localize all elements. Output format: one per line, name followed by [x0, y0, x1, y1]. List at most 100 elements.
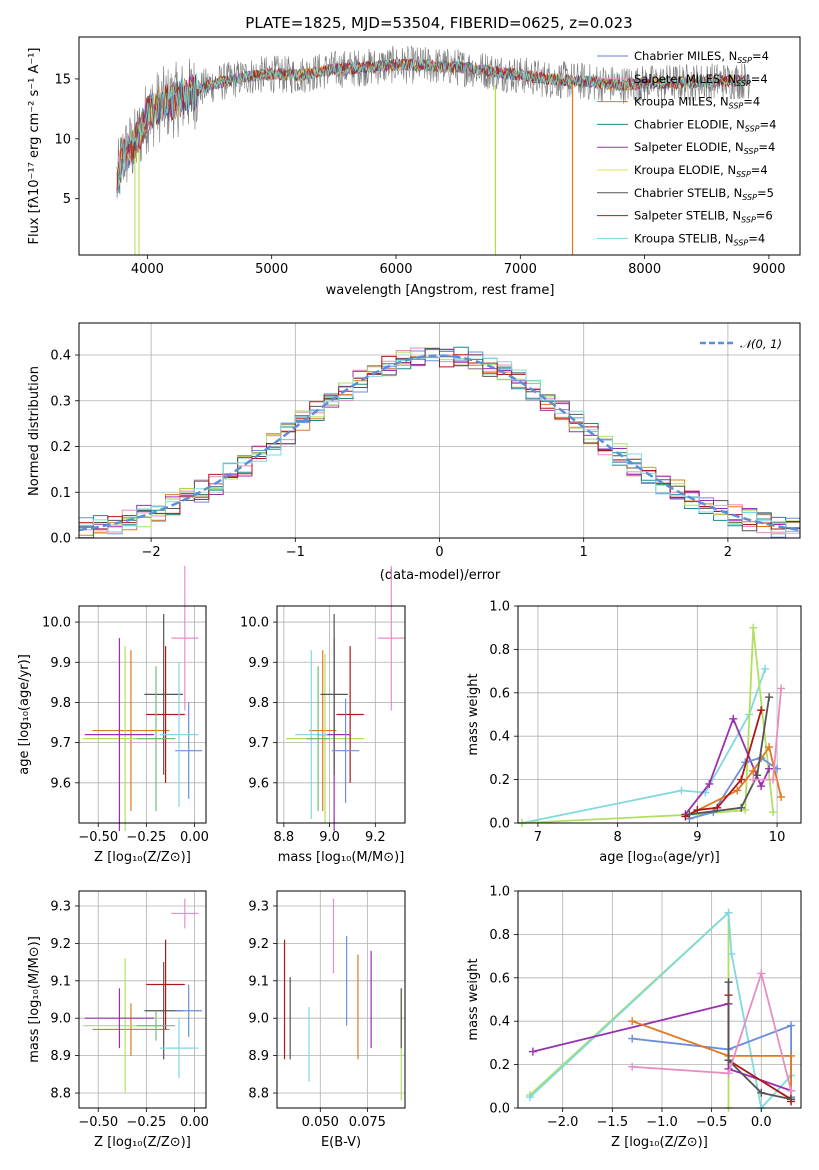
y-tick-label: 9.2 [248, 937, 269, 952]
observed-spectrum-line [116, 45, 751, 197]
x-axis-label: age [log₁₀(age/yr)] [599, 850, 720, 865]
histogram-legend: 𝒩(0, 1) [700, 337, 782, 351]
x-tick-label: 1 [580, 545, 588, 560]
histogram-ticks: −2 −1 0 1 2 0.0 0.1 0.2 0.3 0.4 [50, 349, 732, 560]
y-tick-label: 9.2 [50, 937, 71, 952]
histogram-step-line [79, 354, 800, 530]
weight-line [631, 1020, 792, 1100]
y-tick-label: 9.7 [50, 736, 71, 751]
y-tick-label: 9.9 [50, 656, 71, 671]
weight-vs-z-panel: −2.0 −1.5 −1.0 −0.5 0.0 0.0 0.2 0.4 0.6 0.8 1.0 Z [… [466, 885, 802, 1150]
x-tick-label: 0.075 [349, 1115, 386, 1130]
weight-vs-age-panel: 7 8 9 10 0.0 0.2 0.4 0.6 0.8 1.0 age [log₁₀(age/yr… [466, 600, 802, 865]
x-tick-label: 7 [534, 830, 542, 845]
z-vs-mass-panel: −0.50 −0.25 0.00 8.8 8.9 9.0 9.1 9.2 9.3 Z [log₁₀… [27, 890, 209, 1150]
panel-frame [276, 605, 406, 824]
model-spectrum-line [116, 58, 750, 191]
x-tick-label: −1 [286, 545, 305, 560]
y-tick-label: 0.1 [50, 486, 71, 501]
y-tick-label: 0.8 [489, 643, 510, 658]
y-tick-label: 0.0 [50, 532, 71, 547]
x-tick-label: −0.25 [126, 830, 166, 845]
y-tick-label: 8.9 [248, 1049, 269, 1064]
histogram-series [78, 346, 801, 539]
x-tick-label: −1.0 [646, 1115, 678, 1130]
legend-label: Salpeter MILES, NSSP=4 [634, 72, 768, 88]
x-tick-label: −0.5 [696, 1115, 728, 1130]
x-tick-label: −0.50 [78, 830, 118, 845]
x-tick-label: 9.0 [319, 830, 340, 845]
x-tick-label: 8000 [628, 262, 661, 277]
x-tick-label: 0.00 [180, 1115, 209, 1130]
x-tick-label: 8 [614, 830, 622, 845]
x-tick-label: 9000 [752, 262, 785, 277]
legend-label: Chabrier STELIB, NSSP=5 [634, 186, 774, 202]
x-axis-label: Z [log₁₀(Z/Z⊙)] [611, 1135, 708, 1150]
weight-line [632, 970, 792, 1091]
z-vs-age-panel: −0.50 −0.25 0.00 9.6 9.7 9.8 9.9 10.0 Z [log₁₀(Z… [17, 565, 209, 865]
x-axis-label: E(B-V) [321, 1135, 361, 1150]
x-tick-label: 9.2 [365, 830, 386, 845]
residual-histogram-panel: −2 −1 0 1 2 0.0 0.1 0.2 0.3 0.4 (data-model)/erro… [27, 322, 801, 583]
x-tick-label: −1.5 [597, 1115, 629, 1130]
y-tick-label: 9.7 [248, 736, 269, 751]
y-tick-label: 9.1 [50, 974, 71, 989]
legend-label: Kroupa MILES, NSSP=4 [634, 95, 760, 111]
x-tick-label: 2 [724, 545, 732, 560]
y-tick-label: 1.0 [489, 885, 510, 900]
y-tick-label: 9.1 [248, 974, 269, 989]
y-tick-label: 0.4 [489, 1015, 510, 1030]
weight-line [727, 982, 792, 1101]
spectrum-ylabel: Flux [fλ10⁻¹⁷ erg cm⁻² s⁻¹ A⁻¹] [27, 48, 42, 245]
x-tick-label: 0.050 [302, 1115, 339, 1130]
spectrum-title: PLATE=1825, MJD=53504, FIBERID=0625, z=0… [245, 14, 632, 32]
y-tick-label: 0.0 [489, 817, 510, 832]
y-tick-label: 8.9 [50, 1049, 71, 1064]
x-tick-label: −2 [142, 545, 161, 560]
y-tick-label: 8.8 [248, 1087, 269, 1102]
spectrum-xlabel: wavelength [Angstrom, rest frame] [326, 283, 555, 298]
x-tick-label: 6000 [379, 262, 412, 277]
x-tick-label: 0 [435, 545, 443, 560]
y-tick-label: 1.0 [489, 600, 510, 615]
y-tick-label: 9.6 [248, 776, 269, 791]
y-tick-label: 0.4 [489, 730, 510, 745]
y-tick-label: 10.0 [240, 616, 269, 631]
y-axis-label: mass weight [466, 958, 481, 1040]
y-axis-label: age [log₁₀(age/yr)] [17, 654, 32, 775]
spectrum-panel: PLATE=1825, MJD=53504, FIBERID=0625, z=0… [27, 14, 801, 298]
x-tick-label: 10 [769, 830, 786, 845]
y-tick-label: 9.3 [248, 899, 269, 914]
x-tick-label: 7000 [504, 262, 537, 277]
y-axis-label: mass [log₁₀(M/M⊙)] [27, 936, 42, 1063]
spectrum-ticks: 4000 5000 6000 7000 8000 9000 5 10 15 [54, 72, 785, 277]
y-tick-label: 15 [54, 72, 71, 87]
x-tick-label: 8.8 [274, 830, 295, 845]
y-tick-label: 8.8 [50, 1087, 71, 1102]
histogram-xlabel: (data-model)/error [380, 568, 501, 583]
panel-frame [276, 890, 406, 1109]
spectrum-frame [78, 36, 801, 256]
y-tick-label: 0.2 [489, 773, 510, 788]
y-tick-label: 9.8 [50, 696, 71, 711]
y-tick-label: 9.6 [50, 776, 71, 791]
spectrum-legend: Chabrier MILES, NSSP=4 Salpeter MILES, NS… [597, 49, 776, 247]
y-tick-label: 0.2 [50, 440, 71, 455]
y-tick-label: 0.8 [489, 928, 510, 943]
panel-frame [78, 890, 207, 1109]
y-tick-label: 0.6 [489, 686, 510, 701]
weight-line [689, 696, 770, 816]
y-tick-label: 9.8 [248, 696, 269, 711]
y-tick-label: 9.0 [248, 1012, 269, 1027]
y-tick-label: 10.0 [42, 616, 71, 631]
legend-label: Kroupa ELODIE, NSSP=4 [634, 163, 768, 179]
x-tick-label: 5000 [255, 262, 288, 277]
mass-vs-age-panel: 8.8 9.0 9.2 9.6 9.7 9.8 9.9 10.0 mass [log₁₀(M/M… [240, 565, 406, 865]
y-tick-label: 0.4 [50, 349, 71, 364]
gaussian-curve [78, 354, 801, 532]
y-tick-label: 0.0 [489, 1102, 510, 1117]
histogram-ylabel: Normed distribution [27, 366, 42, 496]
y-tick-label: 5 [63, 192, 71, 207]
